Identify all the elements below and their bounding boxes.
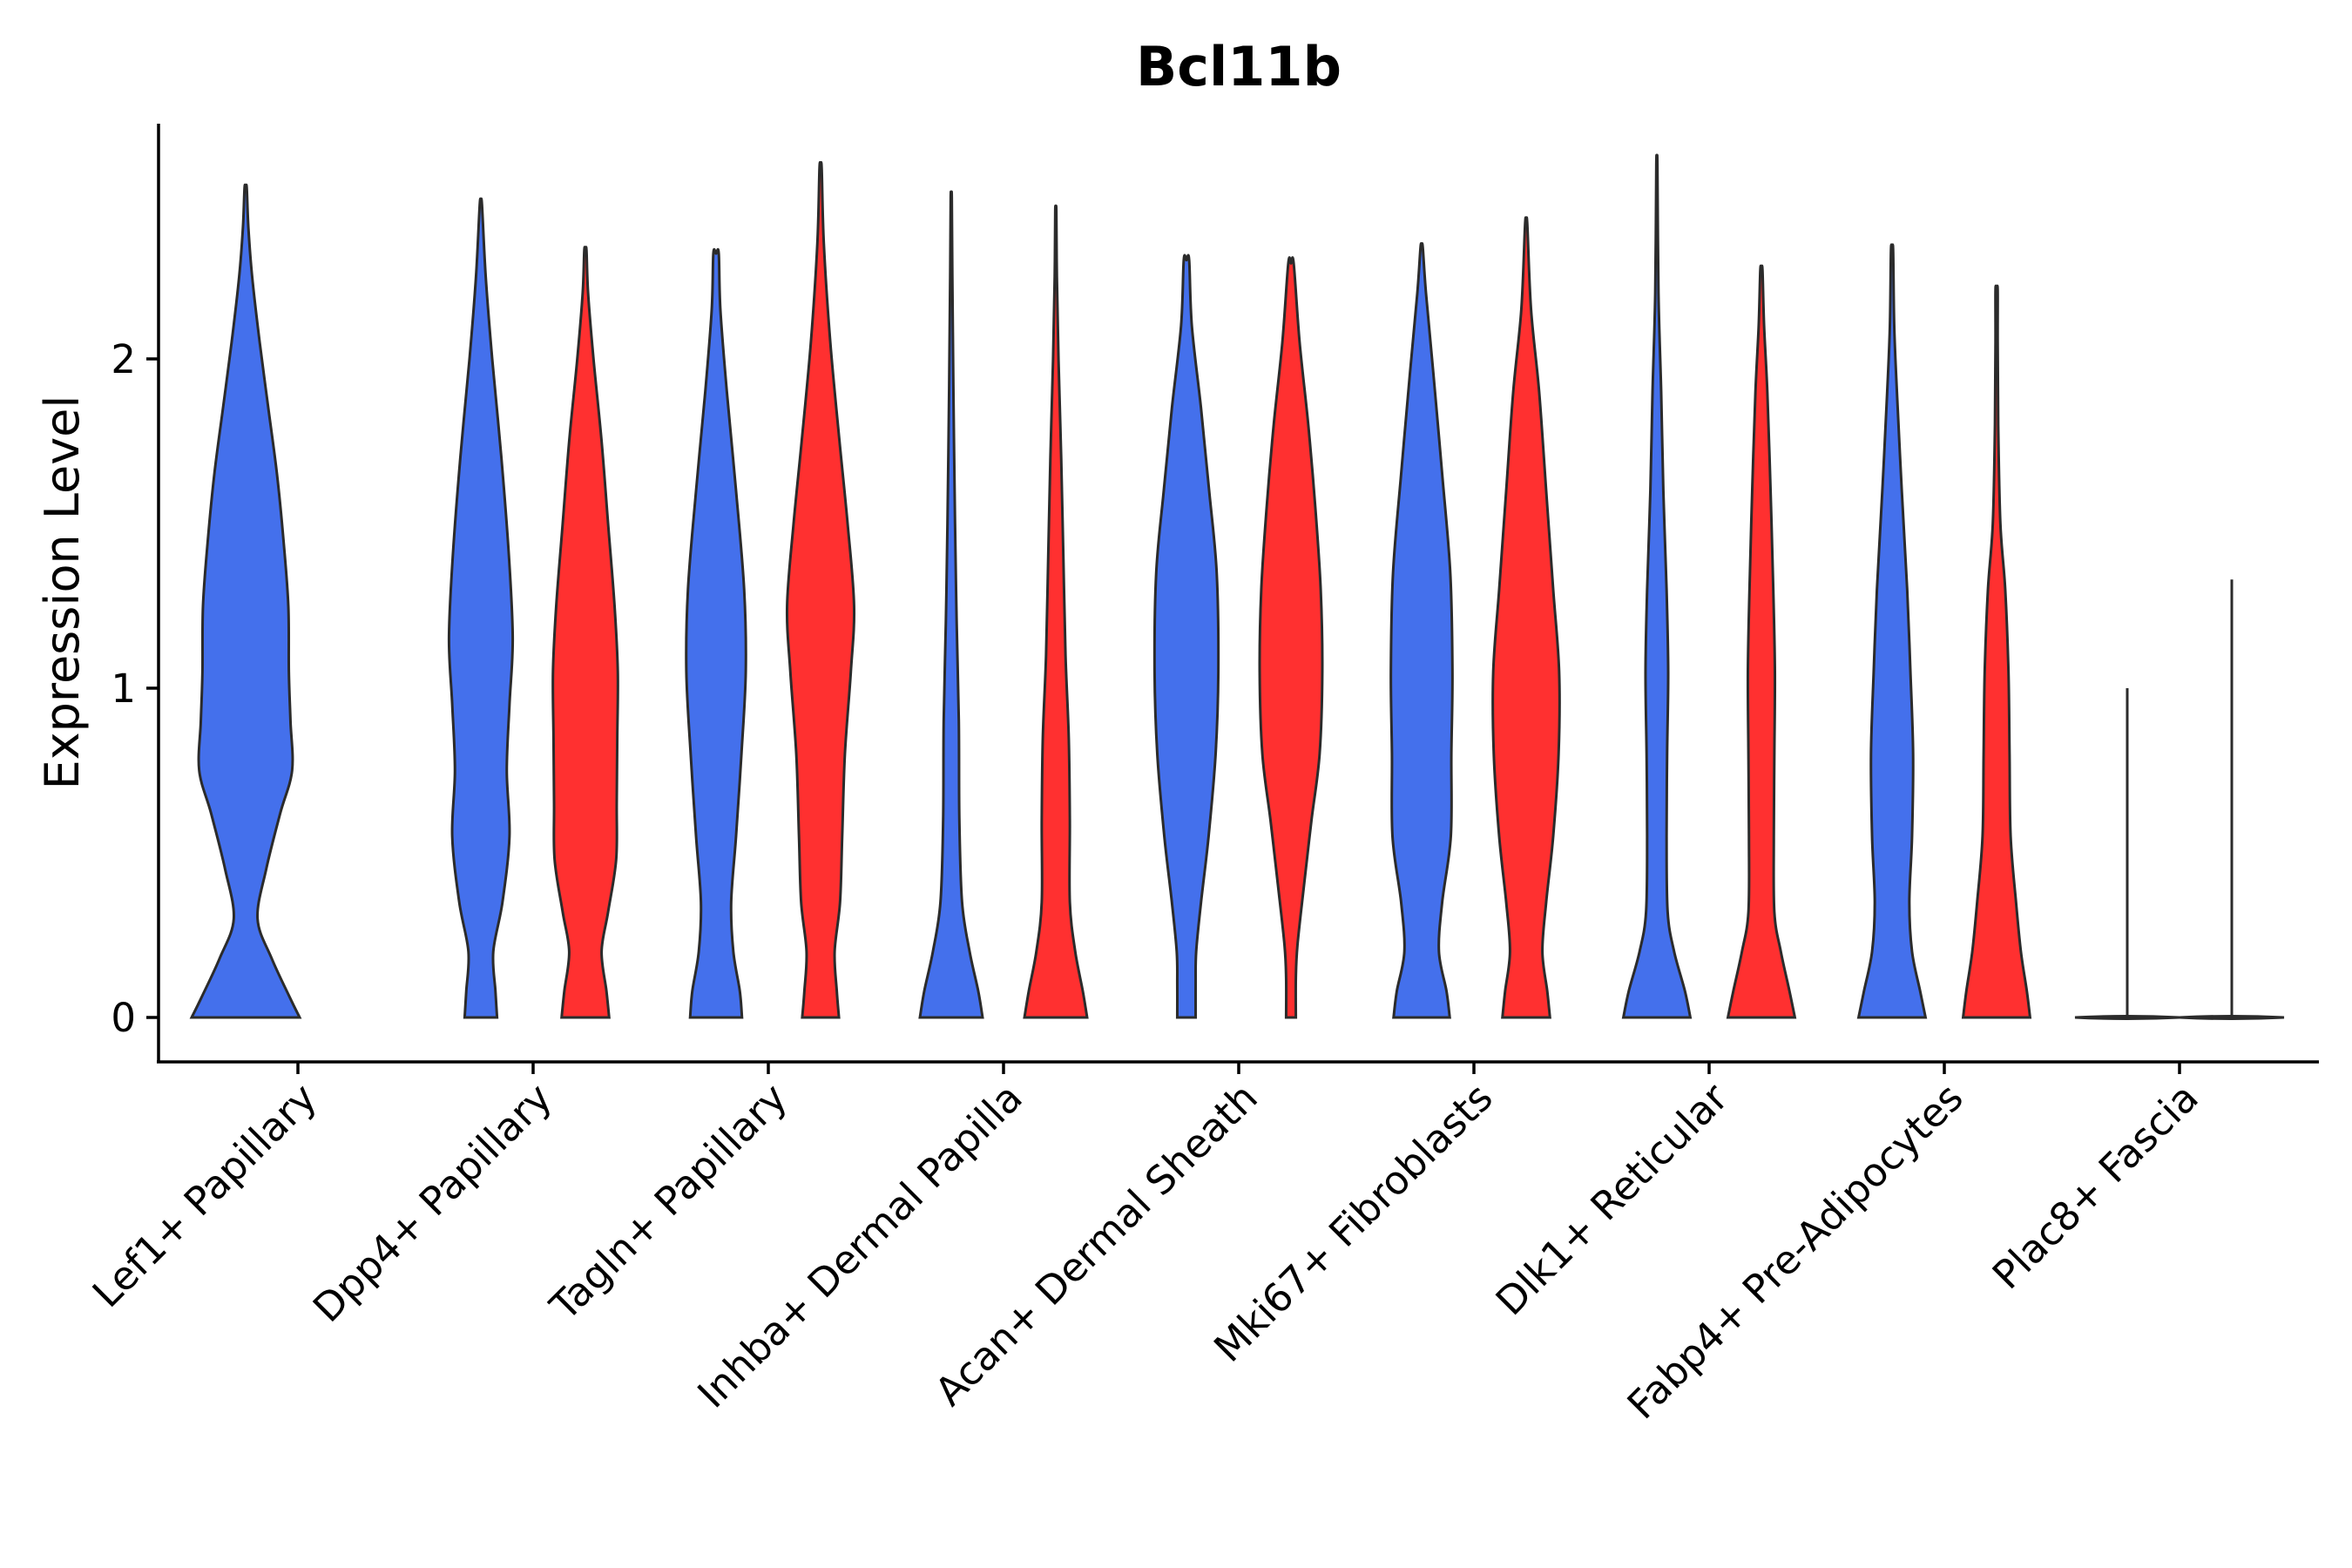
x-tick-label: Dlk1+ Reticular — [1487, 1074, 1737, 1324]
violin-b-6 — [1726, 264, 1797, 1019]
x-tick-label: Plac8+ Fascia — [1984, 1074, 2207, 1298]
violin-a-4 — [1152, 253, 1220, 1019]
violin-a-5 — [1389, 242, 1454, 1019]
violin-b-1 — [551, 246, 619, 1019]
violin-a-0 — [189, 183, 302, 1019]
y-ticks: 0 1 2 — [111, 336, 159, 1041]
violin-b-2 — [785, 160, 856, 1019]
violin-a-3 — [918, 190, 984, 1019]
violin-a-6 — [1621, 153, 1693, 1019]
violin-b-7 — [1961, 284, 2032, 1019]
y-tick-label: 2 — [111, 336, 136, 382]
y-axis-label: Expression Level — [35, 395, 90, 790]
violin-a-1 — [447, 197, 515, 1019]
violin-b-4 — [1258, 256, 1324, 1019]
x-tick-label: Lef1+ Papillary — [84, 1074, 326, 1316]
violin-b-3 — [1023, 204, 1089, 1019]
violin-a-2 — [685, 247, 747, 1019]
x-tick-label: Tagln+ Papillary — [541, 1074, 796, 1329]
violin-b-5 — [1491, 216, 1561, 1019]
violin-a-7 — [1856, 243, 1928, 1019]
violin-group — [189, 153, 2285, 1020]
y-tick-label: 0 — [111, 995, 136, 1041]
y-tick-label: 1 — [111, 666, 136, 712]
x-tick-label: Dpp4+ Papillary — [304, 1074, 561, 1331]
chart-title: Bcl11b — [1136, 35, 1342, 98]
